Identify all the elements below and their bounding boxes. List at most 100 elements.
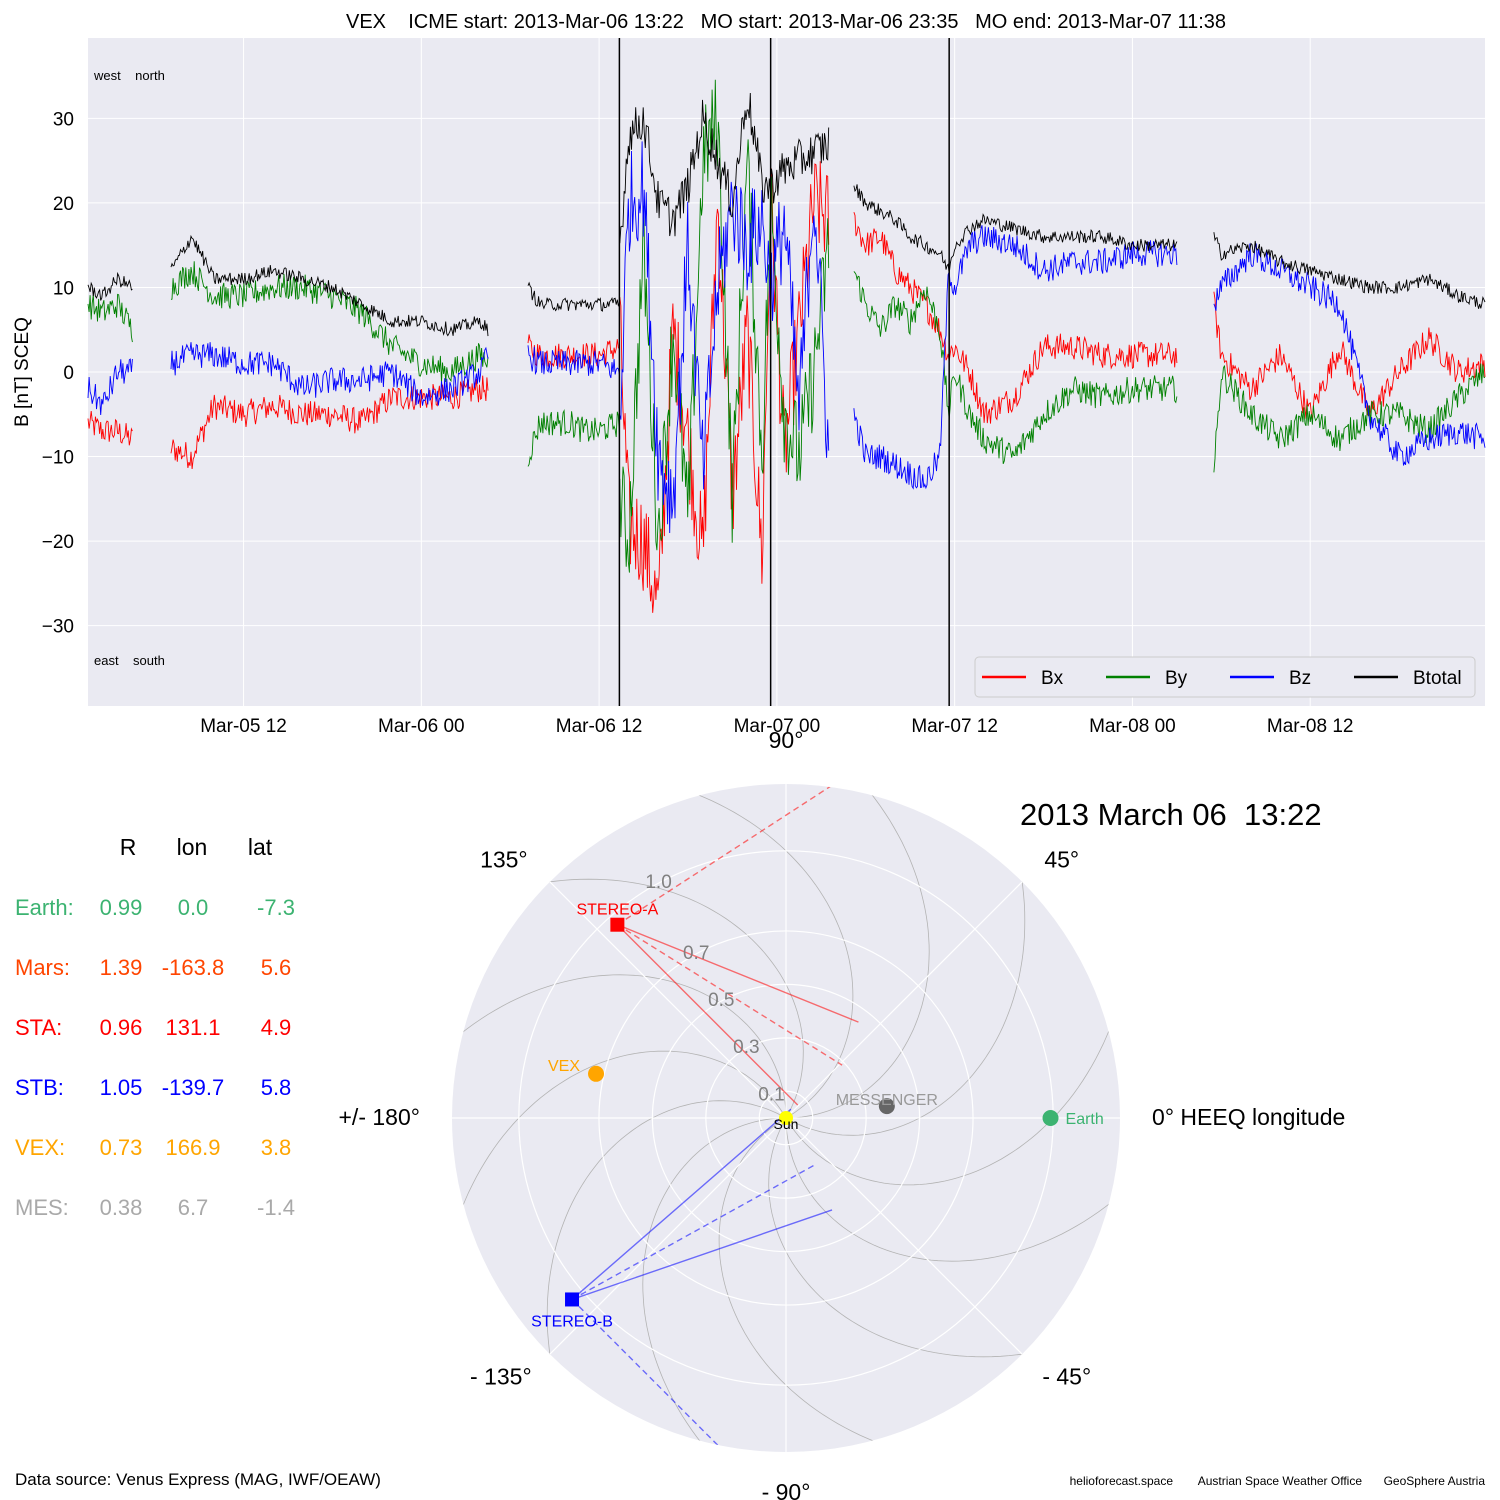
messenger-marker [878, 1098, 895, 1115]
spiral-line [790, 868, 1026, 1136]
annotation-east-south: east south [94, 653, 165, 668]
stereo-a-label: STEREO-A [576, 902, 658, 919]
polar-title: 2013 March 06 13:22 [1020, 797, 1322, 832]
angle-label: - 90° [762, 1479, 811, 1500]
bz-series-line [853, 225, 1178, 490]
spiral-line [458, 1050, 784, 1218]
bx-series-line [170, 375, 489, 470]
angle-label: - 45° [1042, 1363, 1091, 1389]
by-series-line [853, 271, 1178, 465]
btotal-series-line [1213, 232, 1486, 309]
angle-label: 90° [769, 727, 804, 753]
sun-label: Sun [774, 1116, 799, 1132]
credit-helioforecast: helioforecast.space [1070, 1474, 1174, 1488]
bx-series-line [853, 212, 1178, 424]
spiral-line [686, 790, 854, 1116]
spiral-line [785, 1123, 1120, 1262]
table-cell-r: 0.73 [100, 1135, 143, 1160]
bz-series-line [1213, 243, 1486, 466]
x-tick-label: Mar-07 12 [911, 716, 998, 737]
legend-label: Bx [1041, 668, 1064, 689]
table-cell-lon: 131.1 [165, 1015, 220, 1040]
table-cell-r: 0.96 [100, 1015, 143, 1040]
angle-label: - 135° [470, 1363, 532, 1389]
angular-gridline [549, 881, 787, 1119]
radial-tick-label: 0.1 [758, 1084, 784, 1105]
y-tick-label: −20 [42, 532, 74, 553]
table-row-label: STB: [15, 1075, 64, 1100]
table-header: lon [177, 834, 208, 860]
table-row-label: MES: [15, 1195, 69, 1220]
fov-line [571, 1209, 833, 1301]
spiral-line [718, 1120, 886, 1446]
fov-line [571, 1163, 818, 1301]
stereo-a-marker [610, 917, 625, 932]
x-tick-labels: Mar-05 12 Mar-06 00 Mar-06 12 Mar-07 00 Mar-… [200, 716, 1353, 737]
angle-label: 45° [1044, 847, 1079, 873]
bz-series-line [527, 345, 620, 379]
table-cell-lat: 5.6 [261, 955, 292, 980]
table-row-label: Earth: [15, 895, 74, 920]
angle-labels: 0° HEEQ longitude 45° 90° 135° +/- 180° - 135… [339, 727, 1346, 1500]
stereo-fields-of-view [571, 784, 895, 1452]
radial-tick-labels: 0.1 0.3 0.5 0.7 1.0 [645, 872, 784, 1105]
legend-box [974, 656, 1476, 698]
table-cell-lat: 3.8 [261, 1135, 292, 1160]
btotal-series-line [170, 234, 489, 337]
y-tick-label: 20 [53, 194, 74, 215]
y-tick-label: 0 [63, 363, 74, 384]
vex-marker [588, 1065, 605, 1082]
x-tick-label: Mar-08 00 [1089, 716, 1176, 737]
bz-series-line [87, 358, 133, 416]
table-cell-lon: 6.7 [178, 1195, 209, 1220]
table-cell-lon: 0.0 [178, 895, 209, 920]
legend-label: Bz [1289, 668, 1311, 689]
by-series-line [527, 408, 620, 467]
table-row-label: STA: [15, 1015, 62, 1040]
y-axis-label: B [nT] SCEQ [12, 317, 33, 427]
table-header: R [120, 834, 137, 860]
spiral-line [546, 1100, 782, 1368]
table-cell-lon: -139.7 [162, 1075, 224, 1100]
spiral-line [788, 1018, 1114, 1186]
angle-label: +/- 180° [339, 1104, 420, 1130]
fov-line [616, 784, 895, 926]
by-series-line [170, 261, 489, 383]
table-cell-lon: 166.9 [165, 1135, 220, 1160]
angular-gridline [785, 1117, 1023, 1355]
vex-label: VEX [548, 1058, 580, 1075]
table-cell-lon: -163.8 [162, 955, 224, 980]
btotal-series-line [87, 271, 133, 301]
angular-gridline [785, 881, 1023, 1119]
spiral-line [768, 1122, 1036, 1358]
table-header: lat [248, 834, 273, 860]
bodies: Sun Earth VEX MESSENGER STEREO-A STEREO-B [531, 902, 1104, 1331]
x-tick-label: Mar-05 12 [200, 716, 287, 737]
bz-series-line [170, 342, 489, 406]
radial-tick-label: 0.5 [708, 990, 734, 1011]
table-row-label: Mars: [15, 955, 70, 980]
radial-tick-label: 1.0 [645, 872, 671, 893]
table-row-label: VEX: [15, 1135, 65, 1160]
fov-line [617, 924, 859, 1023]
spiral-line [642, 1117, 781, 1452]
y-tick-label: −30 [42, 617, 74, 638]
x-tick-label: Mar-06 12 [556, 716, 643, 737]
bx-series-line [1213, 291, 1486, 420]
x-tick-label: Mar-08 12 [1267, 716, 1354, 737]
legend-label: By [1165, 668, 1188, 689]
by-series-line [87, 293, 133, 343]
fov-line [617, 924, 843, 1066]
y-tick-label: 30 [53, 109, 74, 130]
y-tick-label: −10 [42, 448, 74, 469]
spiral-line [536, 878, 804, 1114]
table-cell-lat: -7.3 [257, 895, 295, 920]
angular-gridline [549, 1117, 787, 1355]
btotal-series-line [527, 281, 620, 312]
stereo-b-label: STEREO-B [531, 1313, 613, 1330]
table-cell-r: 0.38 [100, 1195, 143, 1220]
table-cell-r: 1.39 [100, 955, 143, 980]
by-series-line [619, 79, 830, 573]
